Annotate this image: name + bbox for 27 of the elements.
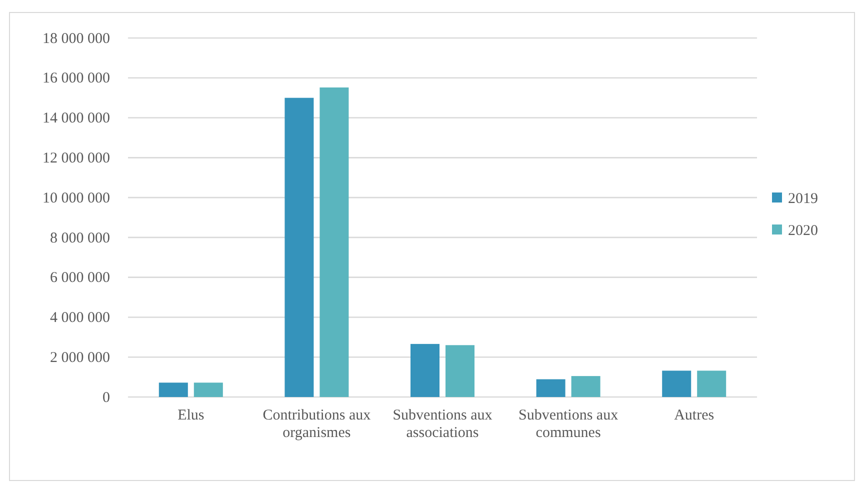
y-tick-label: 14 000 000 <box>42 110 110 127</box>
bar <box>446 345 474 397</box>
y-tick-label: 0 <box>102 390 110 406</box>
bar <box>194 382 223 397</box>
bar <box>571 376 600 397</box>
y-tick-label: 18 000 000 <box>42 30 110 47</box>
x-tick-label: Autres <box>674 408 714 424</box>
legend-label: 2019 <box>788 190 818 207</box>
y-tick-label: 4 000 000 <box>50 310 110 326</box>
bar <box>536 379 566 397</box>
y-tick-label: 8 000 000 <box>50 230 110 246</box>
bar <box>284 98 314 397</box>
bar <box>320 87 349 397</box>
bar <box>410 344 440 397</box>
y-tick-label: 2 000 000 <box>50 350 110 366</box>
x-tick-label: Subventions aux associations <box>392 408 493 441</box>
x-tick-label: Elus <box>178 408 204 424</box>
legend-label: 2020 <box>788 222 818 239</box>
y-tick-label: 6 000 000 <box>50 270 110 286</box>
bar <box>697 370 726 397</box>
y-tick-label: 10 000 000 <box>42 190 110 206</box>
bar <box>158 382 188 397</box>
x-tick-label: Subventions aux communes <box>518 408 619 441</box>
y-tick-label: 16 000 000 <box>42 70 110 87</box>
y-tick-label: 12 000 000 <box>42 150 110 166</box>
x-tick-label: Contributions aux organismes <box>262 408 372 441</box>
bar <box>662 370 692 397</box>
